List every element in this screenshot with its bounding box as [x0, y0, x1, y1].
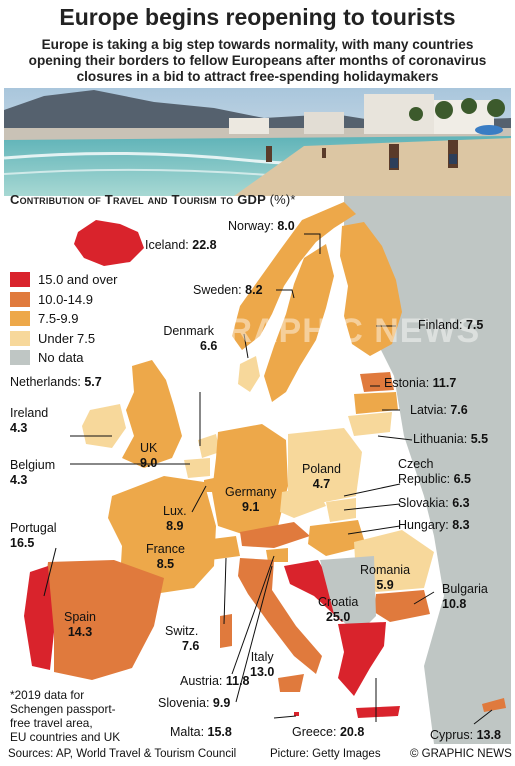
sicily-shape [278, 674, 304, 692]
label-netherlands: Netherlands: 5.7 [10, 375, 102, 389]
label-malta: Malta: 15.8 [170, 725, 232, 739]
label-slovakia: Slovakia: 6.3 [398, 496, 470, 510]
watermark: GRAPHIC NEWS [200, 312, 481, 350]
sources-text: Sources: AP, World Travel & Tourism Coun… [8, 748, 237, 760]
latvia-shape [354, 392, 398, 414]
france-shape [108, 476, 216, 594]
label-estonia: Estonia: 11.7 [384, 376, 457, 390]
subtitle-line: closures in a bid to attract free-spendi… [76, 69, 439, 84]
legend-label: 7.5-9.9 [38, 311, 79, 327]
czech-shape [280, 486, 326, 518]
italy-shape [238, 558, 322, 674]
label-sweden: Sweden: 8.2 [193, 283, 263, 297]
belgium-shape [184, 458, 210, 478]
legend-label: 15.0 and over [38, 272, 118, 288]
portugal-shape [24, 566, 54, 670]
label-uk: UK 9.0 [140, 441, 158, 470]
picture-credit: Picture: Getty Images [270, 748, 381, 760]
label-norway: Norway: 8.0 [228, 219, 295, 233]
label-latvia: Latvia: 7.6 [410, 403, 468, 417]
switz-shape [204, 536, 240, 560]
legend-item: Under 7.5 [10, 329, 118, 349]
label-italy: Italy 13.0 [250, 650, 275, 679]
greece-shape [338, 622, 386, 696]
legend-swatch [10, 350, 30, 366]
chart-title-unit: (%)* [269, 192, 296, 207]
page-title: Europe begins reopening to tourists [59, 4, 456, 30]
hungary-shape [308, 520, 366, 556]
label-poland: Poland 4.7 [302, 462, 341, 491]
label-greece: Greece: 20.8 [292, 725, 365, 739]
balkan-no-data [320, 556, 376, 634]
poland-shape [288, 428, 362, 506]
label-lithuania: Lithuania: 5.5 [413, 432, 489, 446]
austria-shape [240, 522, 310, 548]
label-hungary: Hungary: 8.3 [398, 518, 470, 532]
denmark-shape [238, 356, 260, 392]
legend-label: 10.0-14.9 [38, 291, 93, 307]
ireland-shape [82, 404, 126, 448]
lithuania-shape [348, 412, 392, 436]
bulgaria-shape [374, 590, 430, 622]
germany-shape [212, 424, 288, 536]
finland-shape [340, 222, 402, 356]
sardinia-shape [220, 614, 232, 648]
netherlands-shape [198, 434, 220, 458]
label-ireland: Ireland 4.3 [10, 406, 49, 435]
label-denmark: Denmark 6.6 [163, 324, 218, 353]
sweden-shape [264, 244, 334, 402]
label-cyprus: Cyprus: 13.8 [430, 728, 501, 742]
label-slovenia: Slovenia: 9.9 [158, 696, 231, 710]
legend-item: 7.5-9.9 [10, 309, 118, 329]
chart-title: Contribution of Travel and Tourism to GD… [10, 192, 296, 207]
crete-shape [356, 706, 400, 718]
label-lux: Lux. 8.9 [163, 504, 187, 533]
subtitle-line: opening their borders to fellow European… [28, 53, 487, 68]
iceland-shape [74, 220, 144, 266]
cyprus-shape [482, 698, 506, 712]
label-croatia: Croatia 25.0 [318, 595, 359, 624]
slovenia-shape [266, 548, 288, 562]
label-spain: Spain 14.3 [64, 610, 96, 639]
europe-map [4, 196, 511, 744]
label-finland: Finland: 7.5 [418, 318, 484, 332]
label-portugal: Portugal 16.5 [10, 521, 57, 550]
legend-swatch [10, 330, 30, 346]
subtitle-line: Europe is taking a big step towards norm… [41, 37, 474, 52]
chart-title-text: Contribution of Travel and Tourism to GD… [10, 192, 266, 207]
legend-swatch [10, 311, 30, 327]
legend: 15.0 and over 10.0-14.9 7.5-9.9 Under 7.… [10, 270, 118, 368]
label-bulgaria: Bulgaria 10.8 [442, 582, 488, 611]
label-france: France 8.5 [146, 542, 185, 571]
legend-label: No data [38, 350, 84, 366]
legend-item: 15.0 and over [10, 270, 118, 290]
slovakia-shape [326, 498, 356, 522]
legend-swatch [10, 291, 30, 307]
uk-shape [122, 360, 182, 468]
malta-shape [294, 712, 299, 716]
label-czech: Czech Republic: 6.5 [398, 457, 471, 486]
legend-item: No data [10, 348, 118, 368]
page-subtitle: Europe is taking a big step towards norm… [6, 37, 509, 85]
legend-label: Under 7.5 [38, 330, 96, 346]
beach-photo [4, 88, 511, 196]
legend-swatch [10, 272, 30, 288]
spain-shape [44, 560, 164, 680]
label-switz: Switz. 7.6 [165, 624, 200, 653]
label-germany: Germany 9.1 [225, 485, 277, 514]
footnote: *2019 data for Schengen passport- free t… [10, 688, 121, 744]
norway-shape [232, 202, 356, 350]
label-austria: Austria: 11.8 [180, 674, 250, 688]
copyright: © GRAPHIC NEWS [410, 748, 512, 760]
estonia-shape [360, 372, 394, 392]
label-romania: Romania 5.9 [360, 563, 411, 592]
legend-item: 10.0-14.9 [10, 290, 118, 310]
label-iceland: Iceland: 22.8 [145, 238, 217, 252]
label-belgium: Belgium 4.3 [10, 458, 56, 487]
